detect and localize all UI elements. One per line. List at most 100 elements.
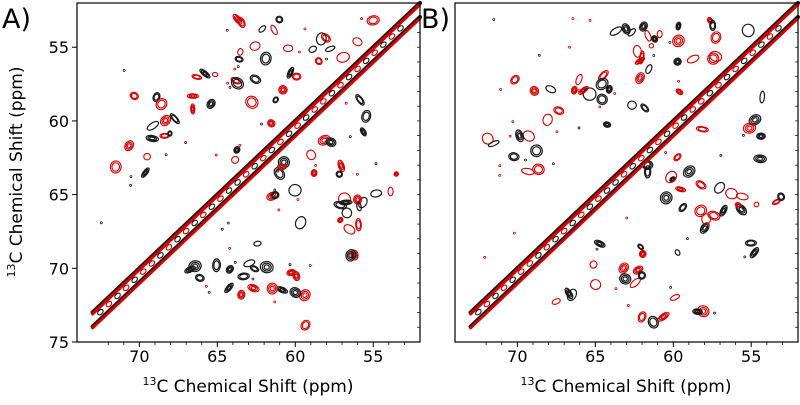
diagonal-contour	[758, 41, 765, 48]
x-label-text-a: C Chemical Shift (ppm)	[156, 377, 353, 397]
diagonal-contour	[148, 260, 156, 267]
peak-contour	[273, 97, 279, 103]
peak-contour	[757, 156, 764, 161]
peak-contour	[267, 119, 276, 128]
peak-contour	[186, 93, 199, 99]
peak-contour	[719, 204, 728, 217]
peak-contour	[306, 149, 317, 161]
peak-contour	[288, 69, 293, 76]
peak-contour	[190, 94, 196, 98]
peak-contour	[643, 165, 652, 179]
peak-contour	[607, 87, 612, 92]
peak-contour	[361, 109, 372, 123]
diagonal-contour	[302, 114, 310, 121]
peak-contour	[746, 125, 753, 131]
peak-contour	[232, 78, 243, 88]
peak-contour	[259, 51, 272, 66]
peak-contour	[250, 266, 258, 272]
diagonal-contour	[646, 146, 654, 154]
peak-contour	[701, 213, 712, 225]
noise-contour	[511, 120, 515, 124]
peak-contour	[225, 264, 234, 274]
x-tick-label: 65	[207, 347, 227, 366]
noise-contour	[308, 264, 312, 267]
peak-contour	[638, 244, 644, 250]
peak-contour	[609, 26, 623, 36]
peak-contour	[294, 273, 299, 279]
peak-contour	[352, 37, 363, 47]
noise-contour	[374, 162, 378, 166]
diagonal-contour	[620, 171, 628, 178]
noise-contour	[713, 311, 716, 315]
peak-contour	[734, 202, 742, 208]
peak-contour	[340, 200, 351, 205]
peak-contour	[602, 121, 612, 128]
noise-contour	[164, 153, 168, 157]
diagonal-contour	[637, 154, 645, 162]
x-tick-label: 60	[663, 347, 683, 366]
peak-contour	[752, 250, 757, 256]
peak-contour	[694, 204, 708, 218]
diagonal-contour	[775, 25, 782, 32]
peak-contour	[348, 252, 354, 259]
peak-contour	[237, 272, 250, 281]
peak-contour	[282, 44, 294, 53]
x-tick-label: 70	[507, 347, 527, 366]
diagonal-contour	[535, 252, 542, 259]
peak-contour	[206, 98, 216, 110]
peak-contour	[207, 100, 215, 108]
peak-contour	[393, 171, 400, 177]
peak-contour	[353, 194, 363, 205]
peak-contour	[635, 267, 641, 273]
peak-contour	[289, 287, 302, 299]
peak-contour	[597, 79, 607, 89]
diagonal-contour	[285, 130, 293, 138]
peak-contour	[644, 167, 651, 177]
noise-contour	[577, 89, 581, 93]
peak-contour	[356, 95, 364, 105]
peak-contour	[337, 159, 346, 173]
peak-contour	[153, 93, 160, 101]
peak-contour	[226, 266, 233, 273]
noise-contour	[276, 169, 280, 173]
noise-contour	[652, 54, 656, 57]
diagonal-contour	[517, 268, 525, 275]
peak-contour	[143, 152, 151, 161]
noise-contour	[719, 154, 723, 157]
peak-contour	[529, 85, 540, 96]
noise-contour	[233, 260, 237, 264]
peak-contour	[266, 282, 278, 295]
diagonal-contour	[362, 57, 370, 65]
peak-contour	[237, 48, 244, 56]
diagonal-contour	[723, 73, 731, 81]
diagonal-contour	[105, 300, 113, 308]
diagonal-contour	[199, 211, 207, 219]
peak-contour	[741, 23, 755, 38]
peak-contour	[638, 272, 646, 279]
peak-contour	[679, 204, 687, 211]
peak-contour	[124, 140, 135, 152]
peak-contour	[200, 69, 209, 78]
peak-contour	[759, 90, 766, 104]
diagonal-contour	[114, 292, 121, 300]
peak-contour	[606, 86, 612, 93]
peak-contour	[259, 260, 274, 274]
diagonal-contour	[569, 219, 577, 227]
peak-contour	[692, 308, 703, 316]
peak-contour	[677, 90, 682, 94]
peak-contour	[325, 45, 336, 53]
y-tick-label: 65	[49, 186, 69, 205]
peak-contour	[619, 263, 628, 273]
peak-contour	[326, 138, 336, 146]
peak-contour	[277, 287, 287, 293]
diagonal-contour	[139, 268, 147, 275]
peak-contour	[595, 240, 605, 247]
peak-contour	[159, 114, 172, 127]
noise-contour	[251, 277, 255, 281]
peak-contour	[291, 288, 300, 297]
noise-contour	[492, 18, 496, 21]
peak-contour	[735, 203, 748, 216]
peak-contour	[757, 133, 765, 139]
diagonal-red-lower	[91, 17, 422, 330]
diagonal-contour	[268, 146, 276, 154]
